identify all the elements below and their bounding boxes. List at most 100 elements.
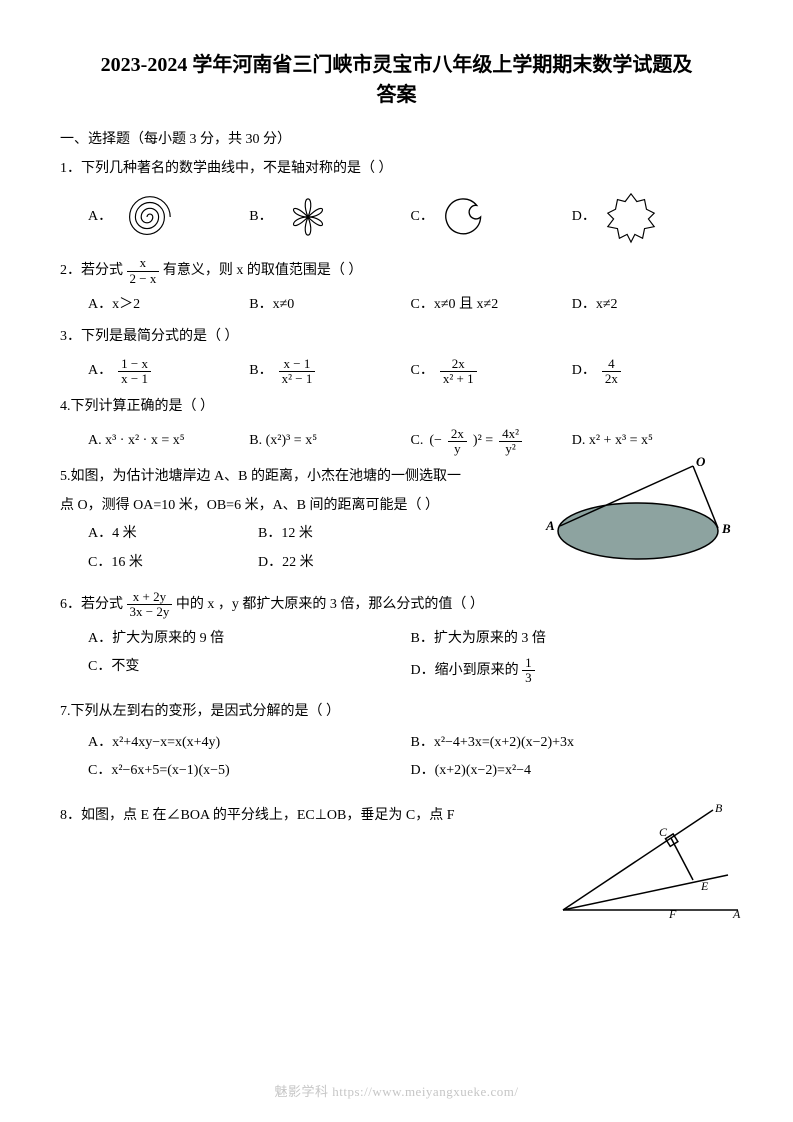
q1-a-label: A． <box>88 206 112 228</box>
q2-stem-pre: 2．若分式 <box>60 263 127 278</box>
q5-stem-2: 点 O，测得 OA=10 米，OB=6 米，A、B 间的距离可能是（ ） <box>60 495 523 517</box>
q2-options: A．x＞2 B．x≠0 C．x≠0 且 x≠2 D．x≠2 <box>88 294 733 316</box>
q2-frac-num: x <box>127 256 160 271</box>
question-4: 4.下列计算正确的是（ ） A. x³ · x² · x = x⁵ B. (x²… <box>60 396 733 456</box>
q4-option-c: C. (− 2xy )² = 4x²y² <box>411 427 572 457</box>
q8-stem: 8．如图，点 E 在∠BOA 的平分线上，EC⊥OB，垂足为 C，点 F <box>60 805 533 827</box>
question-6: 6．若分式 x + 2y 3x − 2y 中的 x ，y 都扩大原来的 3 倍，… <box>60 590 733 692</box>
q4-c-pre: (− <box>429 430 442 452</box>
q3-b-label: B． <box>249 360 272 382</box>
question-2: 2．若分式 x 2 − x 有意义，则 x 的取值范围是（ ） A．x＞2 B．… <box>60 256 733 316</box>
q3-b-frac: x − 1x² − 1 <box>279 357 316 387</box>
q3-option-d: D． 42x <box>572 357 733 387</box>
q1-option-b: B． <box>249 188 410 246</box>
q6-stem: 6．若分式 x + 2y 3x − 2y 中的 x ，y 都扩大原来的 3 倍，… <box>60 590 733 620</box>
question-7: 7.下列从左到右的变形，是因式分解的是（ ） A．x²+4xy−x=x(x+4y… <box>60 701 733 788</box>
q3-a-label: A． <box>88 360 112 382</box>
label-o: O <box>696 456 706 469</box>
title-line-2: 答案 <box>377 84 417 106</box>
title-line-1: 2023-2024 学年河南省三门峡市灵宝市八年级上学期期末数学试题及 <box>101 54 693 76</box>
q2-option-a: A．x＞2 <box>88 294 249 316</box>
q6-frac-den: 3x − 2y <box>127 605 173 619</box>
q6-options: A．扩大为原来的 9 倍 B．扩大为原来的 3 倍 C．不变 D．缩小到原来的 … <box>88 628 733 692</box>
q4-stem: 4.下列计算正确的是（ ） <box>60 396 733 418</box>
q6-option-d: D．缩小到原来的 13 <box>411 656 734 686</box>
label-a: A <box>545 518 555 533</box>
butterfly-icon <box>279 188 337 246</box>
q2-frac-den: 2 − x <box>127 272 160 286</box>
q6-option-c: C．不变 <box>88 656 411 686</box>
q5-stem-1: 5.如图，为估计池塘岸边 A、B 的距离，小杰在池塘的一侧选取一 <box>60 466 523 488</box>
q6-stem-pre: 6．若分式 <box>60 597 127 612</box>
q3-option-c: C． 2xx² + 1 <box>411 357 572 387</box>
q3-options: A． 1 − xx − 1 B． x − 1x² − 1 C． 2xx² + 1… <box>88 357 733 387</box>
label-c8: C <box>659 825 668 839</box>
q1-options: A． B． C． D． <box>88 188 733 246</box>
label-f8: F <box>668 907 677 920</box>
q4-c-frac2: 4x²y² <box>499 427 522 457</box>
question-3: 3．下列是最简分式的是（ ） A． 1 − xx − 1 B． x − 1x² … <box>60 326 733 386</box>
q7-stem: 7.下列从左到右的变形，是因式分解的是（ ） <box>60 701 733 723</box>
q6-option-b: B．扩大为原来的 3 倍 <box>411 628 734 650</box>
q1-option-c: C． <box>411 188 572 246</box>
q4-c-label: C. <box>411 430 424 452</box>
q6-d-label: D．缩小到原来的 <box>411 663 519 678</box>
q6-option-a: A．扩大为原来的 9 倍 <box>88 628 411 650</box>
q2-option-d: D．x≠2 <box>572 294 733 316</box>
q4-c-mid: )² = <box>473 430 493 452</box>
q3-c-frac: 2xx² + 1 <box>440 357 477 387</box>
q2-stem-post: 有意义，则 x 的取值范围是（ ） <box>163 263 363 278</box>
q4-c-frac1: 2xy <box>448 427 467 457</box>
q2-option-b: B．x≠0 <box>249 294 410 316</box>
q3-c-label: C． <box>411 360 434 382</box>
q3-option-a: A． 1 − xx − 1 <box>88 357 249 387</box>
section-1-heading: 一、选择题（每小题 3 分，共 30 分） <box>60 128 733 148</box>
q1-d-label: D． <box>572 206 596 228</box>
q5-option-b: B．12 米 <box>258 523 428 545</box>
q6-d-frac: 13 <box>522 656 535 686</box>
spiral-icon <box>118 188 176 246</box>
q3-d-frac: 42x <box>602 357 621 387</box>
q6-stem-post: 中的 x ，y 都扩大原来的 3 倍，那么分式的值（ ） <box>176 597 484 612</box>
q5-options: A．4 米 B．12 米 C．16 米 D．22 米 <box>88 523 428 580</box>
question-5: O A B 5.如图，为估计池塘岸边 A、B 的距离，小杰在池塘的一侧选取一 点… <box>60 466 733 580</box>
page-title: 2023-2024 学年河南省三门峡市灵宝市八年级上学期期末数学试题及 答案 <box>60 50 733 110</box>
q7-option-c: C．x²−6x+5=(x−1)(x−5) <box>88 760 411 782</box>
q1-stem: 1．下列几种著名的数学曲线中，不是轴对称的是（ ） <box>60 158 733 180</box>
q4-option-b: B. (x²)³ = x⁵ <box>249 427 410 457</box>
question-8: B C E F A 8．如图，点 E 在∠BOA 的平分线上，EC⊥OB，垂足为… <box>60 805 733 827</box>
q4-options: A. x³ · x² · x = x⁵ B. (x²)³ = x⁵ C. (− … <box>88 427 733 457</box>
pond-figure: O A B <box>538 456 748 566</box>
question-1: 1．下列几种著名的数学曲线中，不是轴对称的是（ ） A． B． C． D． <box>60 158 733 246</box>
q1-option-a: A． <box>88 188 249 246</box>
q5-option-a: A．4 米 <box>88 523 258 545</box>
q3-a-frac: 1 − xx − 1 <box>118 357 151 387</box>
q1-c-label: C． <box>411 206 434 228</box>
q1-option-d: D． <box>572 188 733 246</box>
q6-fraction: x + 2y 3x − 2y <box>127 590 173 620</box>
q3-stem: 3．下列是最简分式的是（ ） <box>60 326 733 348</box>
snowflake-icon <box>602 188 660 246</box>
q4-option-d: D. x² + x³ = x⁵ <box>572 427 733 457</box>
q1-b-label: B． <box>249 206 272 228</box>
label-a8: A <box>732 907 741 920</box>
q7-options: A．x²+4xy−x=x(x+4y) B．x²−4+3x=(x+2)(x−2)+… <box>88 732 733 789</box>
q5-option-c: C．16 米 <box>88 552 258 574</box>
q2-option-c: C．x≠0 且 x≠2 <box>411 294 572 316</box>
q2-stem: 2．若分式 x 2 − x 有意义，则 x 的取值范围是（ ） <box>60 256 733 286</box>
label-b: B <box>721 521 731 536</box>
cardioid-icon <box>440 188 498 246</box>
angle-figure: B C E F A <box>553 800 743 920</box>
q3-option-b: B． x − 1x² − 1 <box>249 357 410 387</box>
watermark: 魅影学科 https://www.meiyangxueke.com/ <box>0 1081 793 1100</box>
q2-fraction: x 2 − x <box>127 256 160 286</box>
q7-option-b: B．x²−4+3x=(x+2)(x−2)+3x <box>411 732 734 754</box>
q5-option-d: D．22 米 <box>258 552 428 574</box>
q7-option-d: D．(x+2)(x−2)=x²−4 <box>411 760 734 782</box>
q7-option-a: A．x²+4xy−x=x(x+4y) <box>88 732 411 754</box>
q4-option-a: A. x³ · x² · x = x⁵ <box>88 427 249 457</box>
label-e8: E <box>700 879 709 893</box>
q6-frac-num: x + 2y <box>127 590 173 605</box>
label-b8: B <box>715 801 723 815</box>
q3-d-label: D． <box>572 360 596 382</box>
